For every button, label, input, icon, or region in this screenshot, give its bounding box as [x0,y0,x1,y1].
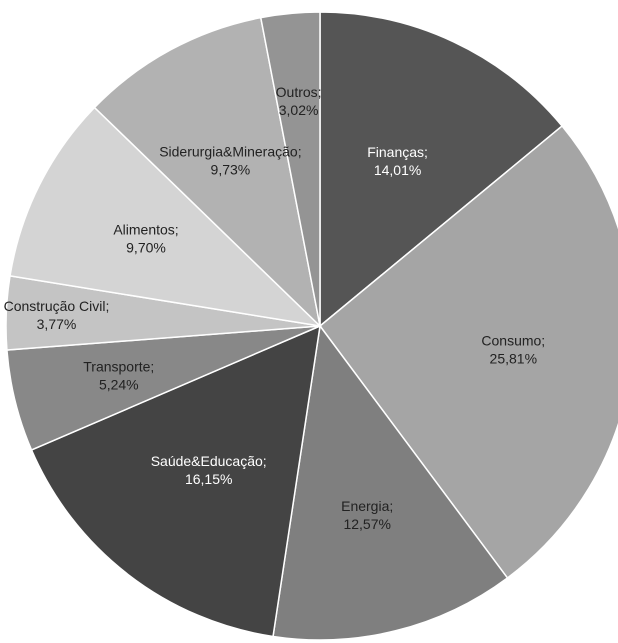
pie-label-transporte: Transporte; 5,24% [83,359,154,393]
pie-slice-financas [319,11,564,328]
pie-labels: Finanças; 14,01% Consumo; 25,81% Energia; 12,… [4,84,546,532]
pie-slice-alimentos [9,106,323,328]
pie-slice-siderurgia-mineracao [93,16,322,329]
pie-slices [5,11,618,641]
pie-slice-saude-educacao [30,324,321,638]
pie-label-consumo: Consumo; 25,81% [481,332,545,366]
pie-slice-energia [272,324,509,641]
pie-slice-consumo [318,124,618,579]
pie-label-financas: Finanças; 14,01% [367,144,428,178]
pie-label-outros: Outros; 3,02% [276,84,322,118]
pie-label-construcao-civil: Construção Civil; 3,77% [4,298,110,332]
pie-label-siderurgia-mineracao: Siderurgia&Mineração; 9,73% [159,143,301,177]
pie-label-alimentos: Alimentos; 9,70% [113,222,178,256]
pie-slice-outros [259,11,321,327]
pie-label-saude-educacao: Saúde&Educação; 16,15% [151,453,267,487]
pie-label-energia: Energia; 12,57% [341,498,393,532]
